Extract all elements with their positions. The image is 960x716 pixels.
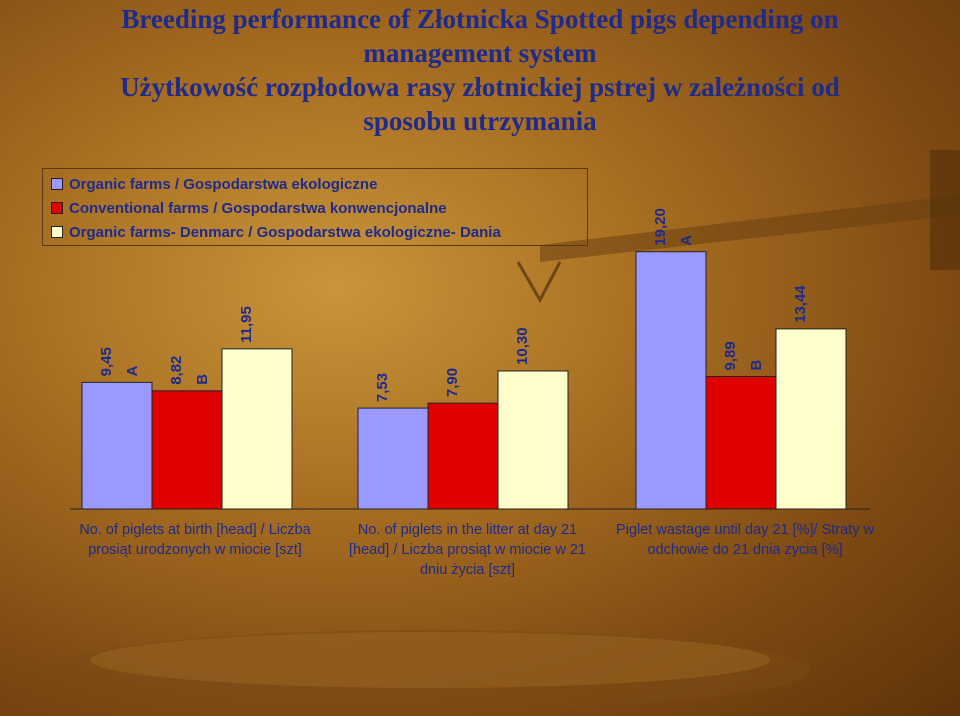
legend-swatch-conventional bbox=[51, 202, 63, 214]
category-label-wastage-line-2: odchowie do 21 dnia zycia [%] bbox=[647, 542, 843, 558]
title-line-3: Użytkowość rozpłodowa rasy złotnickiej p… bbox=[120, 72, 840, 102]
chart-title: Breeding performance of Złotnicka Spotte… bbox=[0, 2, 960, 138]
significance-letter-conventional-birth: B bbox=[194, 374, 211, 385]
significance-letter-conventional-wastage: B bbox=[748, 359, 765, 370]
bar-conventional-birth bbox=[151, 390, 223, 510]
data-label-organic-denmark-wastage: 13,44 bbox=[792, 285, 809, 323]
category-label-birth-line-1: No. of piglets at birth [head] / Liczba bbox=[79, 522, 311, 538]
category-label-wastage-line-1: Piglet wastage until day 21 [%]/ Straty … bbox=[616, 522, 874, 538]
category-label-birth-line-2: prosiąt urodzonych w miocie [szt] bbox=[88, 542, 302, 558]
bar-organic-denmark-wastage bbox=[775, 328, 847, 510]
legend-item-conventional: Conventional farms / Gospodarstwa konwen… bbox=[51, 197, 447, 219]
bar-organic-day21 bbox=[357, 407, 429, 510]
category-label-birth: No. of piglets at birth [head] / Liczba … bbox=[60, 520, 330, 560]
legend-label-organic: Organic farms / Gospodarstwa ekologiczne bbox=[69, 175, 378, 193]
data-label-organic-wastage: 19,20 bbox=[652, 208, 669, 246]
data-label-organic-denmark-day21: 10,30 bbox=[514, 327, 531, 365]
legend-swatch-organic bbox=[51, 178, 63, 190]
data-label-conventional-day21: 7,90 bbox=[444, 368, 461, 397]
legend-item-organic-denmark: Organic farms- Denmarc / Gospodarstwa ek… bbox=[51, 221, 501, 243]
legend-label-conventional: Conventional farms / Gospodarstwa konwen… bbox=[69, 199, 447, 217]
data-label-organic-denmark-birth: 11,95 bbox=[238, 306, 255, 343]
bar-conventional-day21 bbox=[427, 402, 499, 510]
chart-legend: Organic farms / Gospodarstwa ekologiczne… bbox=[42, 168, 588, 246]
title-line-2: management system bbox=[363, 38, 597, 68]
category-label-day21: No. of piglets in the litter at day 21 [… bbox=[330, 520, 605, 580]
data-label-organic-birth: 9,45 bbox=[98, 347, 115, 376]
data-label-conventional-wastage: 9,89 bbox=[722, 341, 739, 370]
bar-organic-birth bbox=[81, 381, 153, 510]
legend-swatch-organic-denmark bbox=[51, 226, 63, 238]
category-label-wastage: Piglet wastage until day 21 [%]/ Straty … bbox=[600, 520, 890, 560]
bar-organic-wastage bbox=[635, 251, 707, 510]
data-label-conventional-birth: 8,82 bbox=[168, 356, 185, 385]
category-label-day21-line-1: No. of piglets in the litter at day 21 bbox=[357, 522, 578, 538]
bar-organic-denmark-day21 bbox=[497, 370, 569, 510]
title-line-4: sposobu utrzymania bbox=[363, 106, 597, 136]
bar-organic-denmark-birth bbox=[221, 348, 293, 510]
significance-letter-organic-birth: A bbox=[124, 365, 141, 376]
bar-conventional-wastage bbox=[705, 375, 777, 510]
category-label-day21-line-3: dniu życia [szt] bbox=[419, 562, 516, 578]
significance-letter-organic-wastage: A bbox=[678, 235, 695, 246]
data-label-organic-day21: 7,53 bbox=[374, 373, 391, 402]
title-line-1: Breeding performance of Złotnicka Spotte… bbox=[121, 4, 839, 34]
legend-label-organic-denmark: Organic farms- Denmarc / Gospodarstwa ek… bbox=[69, 223, 501, 241]
legend-item-organic: Organic farms / Gospodarstwa ekologiczne bbox=[51, 173, 377, 195]
category-label-day21-line-2: [head] / Liczba prosiąt w miocie w 21 bbox=[349, 542, 586, 558]
